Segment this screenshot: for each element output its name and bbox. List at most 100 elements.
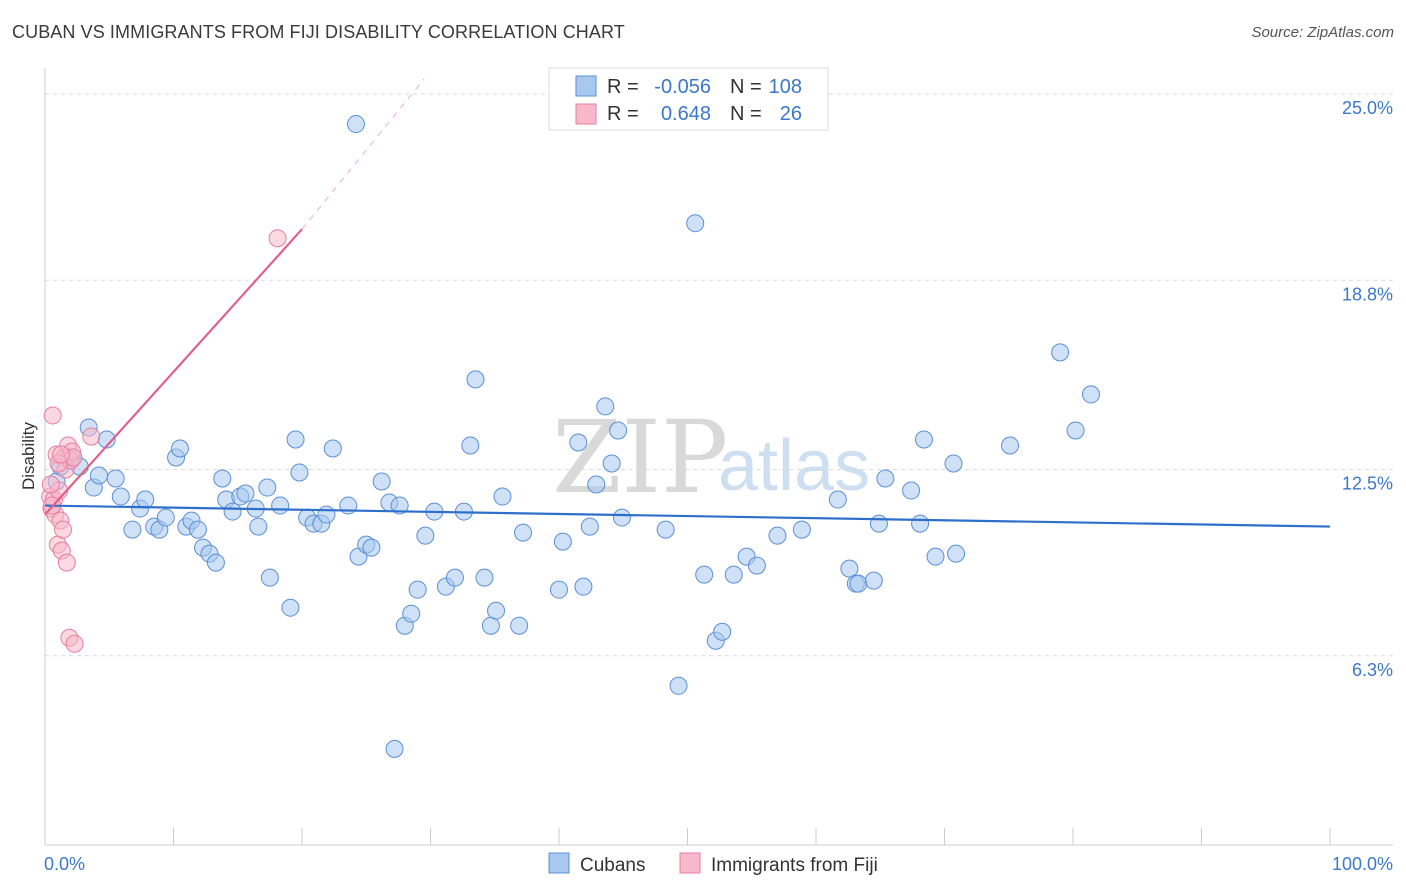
series-legend: Cubans Immigrants from Fiji — [548, 852, 878, 876]
cubans-trend-line — [44, 504, 1331, 528]
cubans-point — [902, 481, 921, 500]
cubans-point — [596, 397, 615, 416]
cubans-point — [514, 523, 533, 542]
cubans-point — [390, 496, 409, 515]
cubans-point — [260, 568, 279, 587]
cubans-point — [493, 487, 512, 506]
cubans-point — [323, 439, 342, 458]
cubans-point — [213, 469, 232, 488]
cubans-point — [170, 439, 189, 458]
cubans-point — [475, 568, 494, 587]
bottom-legend-swatch-cubans — [548, 852, 570, 874]
cubans-point — [792, 520, 811, 539]
cubans-point — [416, 526, 435, 545]
cubans-point — [926, 547, 945, 566]
cubans-point — [944, 454, 963, 473]
cubans-point — [828, 490, 847, 509]
cubans-point — [286, 430, 305, 449]
cubans-point — [840, 559, 859, 578]
cubans-point — [574, 577, 593, 596]
cubans-point — [385, 739, 404, 758]
y-axis-label: Disability — [19, 421, 38, 490]
legend-swatch-fiji — [575, 103, 597, 125]
cubans-point — [487, 601, 506, 620]
x-tick-label-min: 0.0% — [44, 854, 85, 874]
watermark-zip: ZIP — [552, 399, 728, 516]
cubans-point — [1051, 343, 1070, 362]
cubans-point — [580, 517, 599, 536]
cubans-point — [111, 487, 130, 506]
watermark-atlas: atlas — [718, 426, 870, 506]
series-fiji — [41, 229, 287, 653]
fiji-point — [43, 406, 62, 425]
cubans-point — [695, 565, 714, 584]
cubans-point — [947, 544, 966, 563]
cubans-point — [461, 436, 480, 455]
y-tick-label: 25.0% — [1342, 98, 1393, 118]
cubans-point — [249, 517, 268, 536]
bottom-legend-label-cubans: Cubans — [580, 855, 646, 876]
legend-r-label-fiji: R = — [607, 103, 639, 125]
cubans-point — [569, 433, 588, 452]
cubans-point — [408, 580, 427, 599]
series-cubans — [47, 115, 1100, 758]
bottom-legend-swatch-fiji — [679, 852, 701, 874]
cubans-point — [911, 514, 930, 533]
cubans-point — [206, 553, 225, 572]
trend-lines — [44, 78, 1331, 528]
cubans-point — [1081, 385, 1100, 404]
cubans-point — [849, 574, 868, 593]
cubans-point — [156, 508, 175, 527]
fiji-point — [268, 229, 287, 248]
fiji-point — [65, 634, 84, 653]
cubans-point — [612, 508, 631, 527]
legend-swatch-cubans — [575, 75, 597, 97]
y-tick-labels: 6.3% 12.5% 18.8% 25.0% — [1342, 98, 1393, 680]
cubans-point — [686, 214, 705, 233]
cubans-point — [136, 490, 155, 509]
cubans-point — [713, 622, 732, 641]
cubans-point — [402, 604, 421, 623]
y-tick-label: 12.5% — [1342, 474, 1393, 494]
fiji-trend-extension — [301, 78, 425, 230]
legend-r-value-fiji: 0.648 — [661, 103, 711, 125]
chart-title: CUBAN VS IMMIGRANTS FROM FIJI DISABILITY… — [12, 22, 625, 42]
cubans-point — [656, 520, 675, 539]
cubans-point — [550, 580, 568, 599]
cubans-point — [106, 469, 125, 488]
x-tick-label-max: 100.0% — [1332, 854, 1393, 874]
x-tick-marks — [44, 828, 1331, 845]
y-tick-label: 6.3% — [1352, 660, 1393, 680]
cubans-point — [317, 505, 336, 524]
cubans-point — [602, 454, 621, 473]
cubans-point — [362, 538, 381, 557]
cubans-point — [864, 571, 883, 590]
legend-r-label-cubans: R = — [607, 76, 639, 98]
legend-n-label-fiji: N = — [730, 103, 762, 125]
cubans-point — [223, 502, 242, 521]
cubans-point — [236, 484, 255, 503]
cubans-point — [1001, 436, 1020, 455]
source-credit: Source: ZipAtlas.com — [1251, 24, 1394, 41]
cubans-point — [258, 478, 277, 497]
cubans-point — [346, 115, 365, 134]
cubans-point — [281, 598, 300, 617]
cubans-point — [609, 421, 628, 440]
cubans-point — [869, 514, 888, 533]
cubans-point — [669, 676, 688, 695]
cubans-point — [445, 568, 464, 587]
fiji-trend-line — [44, 228, 303, 516]
cubans-point — [914, 430, 933, 449]
fiji-point — [53, 520, 72, 539]
cubans-point — [466, 370, 485, 389]
cubans-point — [1066, 421, 1085, 440]
legend-n-value-fiji: 26 — [780, 103, 802, 125]
cubans-point — [724, 565, 743, 584]
fiji-point — [57, 553, 76, 572]
grid-lines — [45, 93, 1393, 657]
cubans-point — [123, 520, 142, 539]
correlation-legend: R = -0.056 N = 108 R = 0.648 N = 26 — [548, 67, 829, 131]
bottom-legend-label-fiji: Immigrants from Fiji — [711, 855, 878, 876]
cubans-point — [510, 616, 529, 635]
cubans-point — [372, 472, 391, 491]
